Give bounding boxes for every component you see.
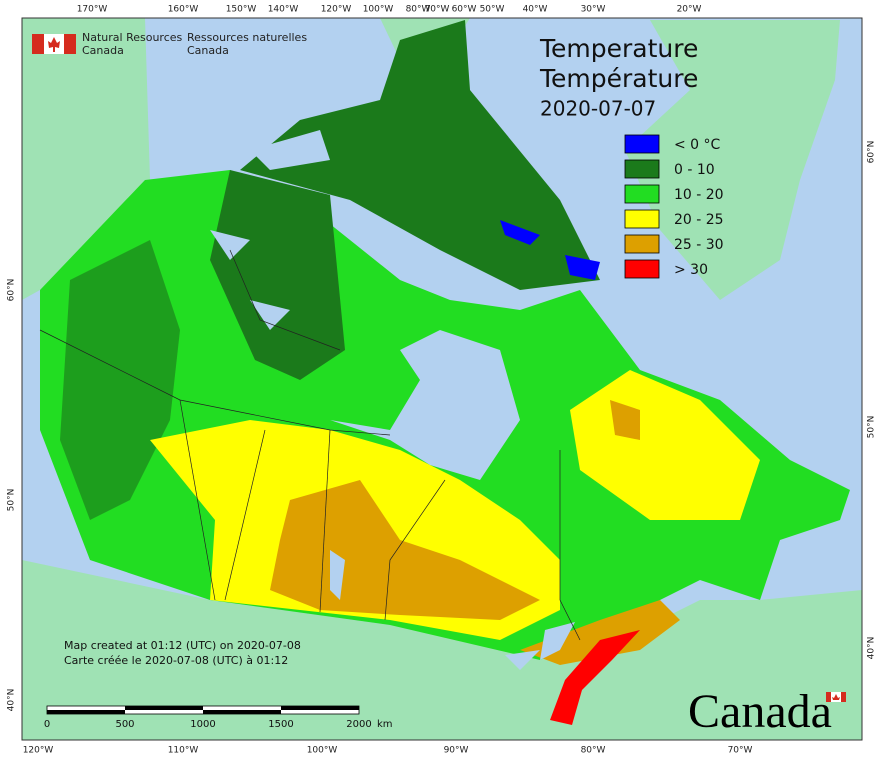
agency-fr: Ressources naturelles xyxy=(187,31,307,44)
border-ab-sk xyxy=(224,429,266,601)
lake-superior xyxy=(505,650,540,670)
scale-bar-label: 0 xyxy=(44,719,50,730)
map-date: 2020-07-07 xyxy=(540,97,656,121)
scale-bar-label: 1000 xyxy=(190,719,215,730)
graticule-label: 100°W xyxy=(307,746,338,756)
graticule-label: 70°W xyxy=(728,746,753,756)
legend-swatch xyxy=(624,134,660,154)
graticule-label: 50°W xyxy=(480,5,505,15)
legend-swatch xyxy=(624,209,660,229)
graticule-label: 80°W xyxy=(406,5,431,15)
legend-label: 25 - 30 xyxy=(674,237,724,253)
legend-swatch xyxy=(624,259,660,279)
graticule-label: 70°W xyxy=(425,5,450,15)
credit: Carte créée le 2020-07-08 (UTC) à 01:12 xyxy=(64,654,288,667)
flag-bar xyxy=(64,34,76,54)
flag-bar xyxy=(826,692,831,702)
zone-0-10 xyxy=(210,170,345,380)
agency-en: Natural Resources xyxy=(82,31,183,44)
scale-bar-label: 1500 xyxy=(268,719,293,730)
map-frame xyxy=(21,17,863,741)
graticule-label: 60°W xyxy=(452,5,477,15)
wordmark-flag xyxy=(826,692,846,702)
legend-label: 10 - 20 xyxy=(674,187,724,203)
graticule-label: 80°W xyxy=(581,746,606,756)
credit: Map created at 01:12 (UTC) on 2020-07-08 xyxy=(64,639,301,652)
flag-bar xyxy=(32,34,44,54)
legend-swatch xyxy=(624,234,660,254)
scale-bar-unit: km xyxy=(377,719,393,730)
graticule-label: 40°N xyxy=(7,689,17,712)
borders xyxy=(39,249,581,641)
graticule-label: 60°N xyxy=(7,279,17,302)
graticule-label: 110°W xyxy=(168,746,199,756)
scale-bar-segment xyxy=(281,706,359,710)
border-on-qc xyxy=(559,450,581,641)
maple-leaf xyxy=(832,694,840,700)
graticule-label: 50°N xyxy=(7,489,17,512)
graticule-label: 100°W xyxy=(363,5,394,15)
border-bc-ab xyxy=(179,399,216,601)
graticule-label: 150°W xyxy=(226,5,257,15)
zone-below-0-b xyxy=(500,220,540,245)
graticule-label: 50°N xyxy=(867,416,877,439)
lake-huron xyxy=(540,622,575,660)
border-yt-nt xyxy=(229,249,341,351)
title: Température xyxy=(539,64,698,93)
graticule-label: 40°W xyxy=(523,5,548,15)
border-sk-mb xyxy=(319,429,331,613)
zone-25-30-quebec xyxy=(610,400,640,440)
legend-label: 0 - 10 xyxy=(674,162,715,178)
flag-bar xyxy=(841,692,846,702)
border-mb-on xyxy=(384,479,446,621)
great-slave-lake xyxy=(250,300,290,330)
graticule-label: 20°W xyxy=(677,5,702,15)
legend-swatch xyxy=(624,184,660,204)
arctic-channel xyxy=(250,130,330,170)
legend-label: 20 - 25 xyxy=(674,212,724,228)
agency-en: Canada xyxy=(82,44,124,57)
water xyxy=(210,130,575,670)
graticule-label: 40°N xyxy=(867,637,877,660)
great-bear-lake xyxy=(210,230,250,260)
zone-over-30 xyxy=(550,630,640,725)
zone-0-10-arctic xyxy=(240,20,600,290)
wordmark: Canada xyxy=(688,685,832,738)
legend-label: > 30 xyxy=(674,262,708,278)
scale-bar-segment xyxy=(125,706,203,710)
maple-leaf xyxy=(48,37,60,52)
scale-bar-label: 2000 xyxy=(346,719,371,730)
graticule-label: 120°W xyxy=(321,5,352,15)
legend-swatch xyxy=(624,159,660,179)
graticule-label: 160°W xyxy=(168,5,199,15)
graticule-label: 90°W xyxy=(444,746,469,756)
graticule-label: 140°W xyxy=(268,5,299,15)
zone-below-0 xyxy=(565,255,600,280)
legend-label: < 0 °C xyxy=(674,137,721,153)
graticule-label: 120°W xyxy=(23,746,54,756)
scale-bar-segment xyxy=(47,710,125,714)
alaska xyxy=(22,18,150,300)
graticule-label: 170°W xyxy=(77,5,108,15)
lake-winnipeg xyxy=(330,550,345,600)
graticule-label: 60°N xyxy=(867,141,877,164)
zone-mountain xyxy=(60,240,180,520)
greenland xyxy=(625,20,840,300)
hudson-bay xyxy=(330,330,520,480)
graticule-label: 30°W xyxy=(581,5,606,15)
usa xyxy=(22,560,862,740)
scale-bar-segment xyxy=(203,710,281,714)
border-60n xyxy=(39,329,391,436)
flag-symbol xyxy=(32,34,76,54)
title: Temperature xyxy=(539,34,698,63)
agency-fr: Canada xyxy=(187,44,229,57)
scale-bar-label: 500 xyxy=(115,719,134,730)
